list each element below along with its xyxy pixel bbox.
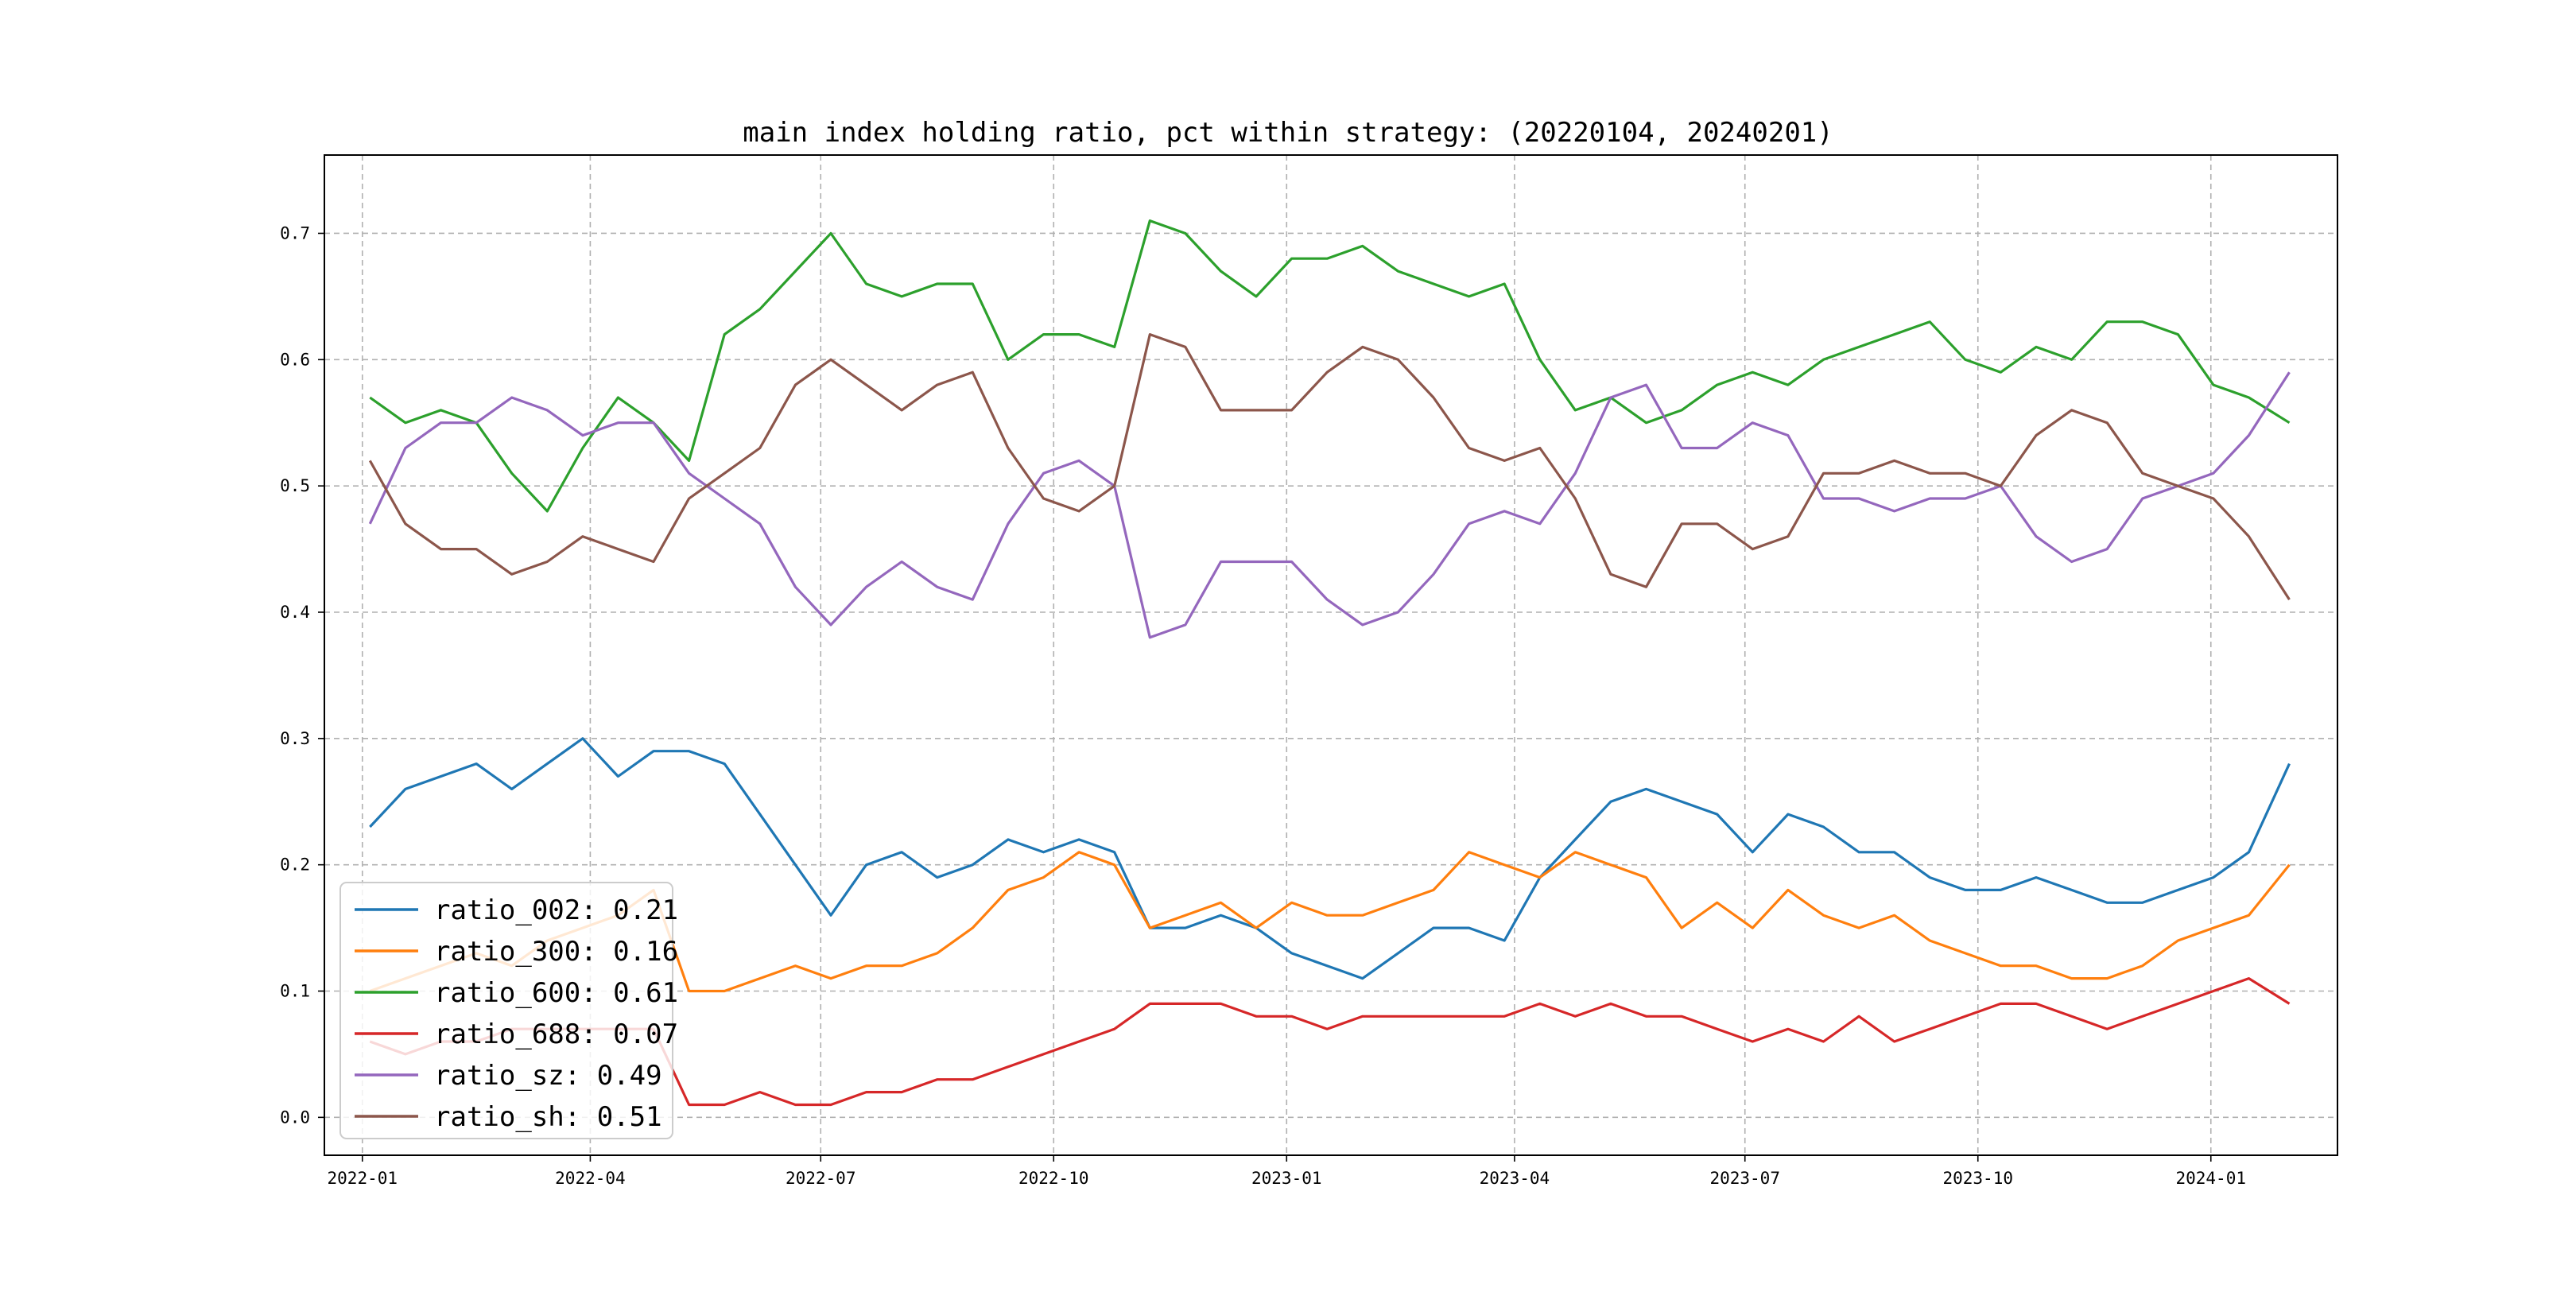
series-line-ratio-600 bbox=[369, 219, 2291, 513]
y-tick-label: 0.7 bbox=[280, 223, 310, 242]
y-tick-label: 0.0 bbox=[280, 1108, 310, 1127]
x-tick-label: 2023-10 bbox=[1942, 1169, 2013, 1188]
legend-label: ratio_sz: 0.49 bbox=[434, 1060, 662, 1092]
y-tick-label: 0.4 bbox=[280, 603, 310, 622]
series-line-ratio-sz bbox=[368, 371, 2291, 639]
series-line-ratio-002 bbox=[369, 737, 2291, 980]
legend-label: ratio_sh: 0.51 bbox=[434, 1101, 662, 1133]
y-tick-label: 0.1 bbox=[280, 982, 310, 1001]
plot-frame bbox=[324, 154, 2338, 1156]
legend-label: ratio_600: 0.61 bbox=[434, 977, 678, 1009]
y-tick-label: 0.5 bbox=[280, 476, 310, 495]
series-line-ratio-300 bbox=[369, 851, 2291, 993]
axis-layer: 2022-01 2022-04 2022-07 2022-10 2023-01 2023-… bbox=[280, 223, 2246, 1188]
legend-label: ratio_002: 0.21 bbox=[434, 894, 678, 926]
x-tick-label: 2023-01 bbox=[1251, 1169, 1322, 1188]
y-tick-label: 0.2 bbox=[280, 856, 310, 875]
x-tick-label: 2022-10 bbox=[1018, 1169, 1089, 1188]
y-tick-label: 0.6 bbox=[280, 350, 310, 369]
x-tick-label: 2024-01 bbox=[2175, 1169, 2246, 1188]
series-line-ratio-sh bbox=[368, 333, 2291, 600]
x-tick-label: 2023-04 bbox=[1480, 1169, 1550, 1188]
x-tick-label: 2022-07 bbox=[786, 1169, 856, 1188]
legend-box bbox=[339, 882, 673, 1139]
chart-title: main index holding ratio, pct within str… bbox=[743, 117, 1833, 149]
legend-label: ratio_300: 0.16 bbox=[434, 936, 678, 968]
legend: ratio_002: 0.21 ratio_300: 0.16 ratio_600:… bbox=[339, 882, 678, 1139]
series-layer bbox=[368, 219, 2291, 1107]
x-tick-label: 2022-04 bbox=[555, 1169, 626, 1188]
x-tick-label: 2023-07 bbox=[1709, 1169, 1780, 1188]
y-tick-label: 0.3 bbox=[280, 729, 310, 748]
series-line-ratio-688 bbox=[369, 976, 2291, 1107]
x-tick-label: 2022-01 bbox=[328, 1169, 398, 1188]
legend-label: ratio_688: 0.07 bbox=[434, 1018, 678, 1050]
